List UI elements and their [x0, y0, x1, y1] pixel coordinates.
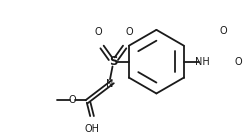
Text: O: O [219, 26, 227, 36]
Text: O: O [94, 27, 102, 37]
Text: O: O [235, 57, 242, 67]
Text: O: O [69, 95, 77, 105]
Text: N: N [106, 79, 114, 89]
Text: OH: OH [85, 124, 99, 134]
Text: S: S [109, 55, 118, 68]
Text: NH: NH [195, 57, 210, 67]
Text: O: O [125, 27, 133, 37]
